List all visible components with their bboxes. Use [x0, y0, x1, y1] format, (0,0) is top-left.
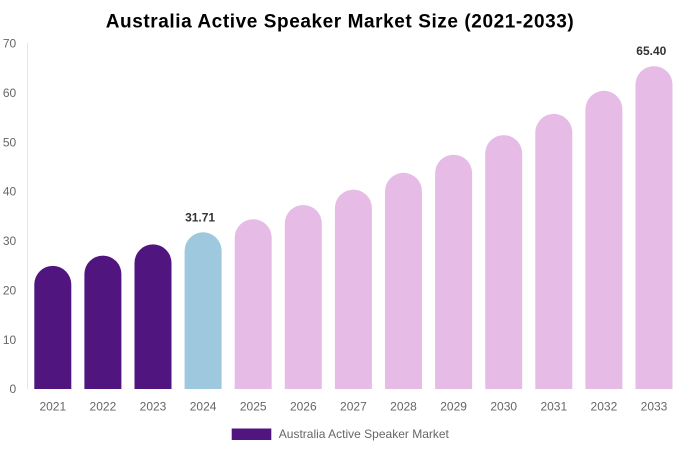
svg-text:2023: 2023 [140, 399, 167, 413]
svg-text:2025: 2025 [240, 399, 267, 413]
svg-text:2024: 2024 [190, 399, 217, 413]
svg-text:30: 30 [3, 234, 17, 248]
svg-text:65.40: 65.40 [636, 44, 666, 58]
svg-text:2029: 2029 [440, 399, 467, 413]
svg-text:2030: 2030 [490, 399, 517, 413]
svg-text:2031: 2031 [540, 399, 567, 413]
svg-text:70: 70 [3, 37, 17, 51]
svg-text:2026: 2026 [290, 399, 317, 413]
svg-text:20: 20 [3, 283, 17, 297]
svg-text:Australia Active Speaker Marke: Australia Active Speaker Market Size (20… [106, 11, 575, 32]
svg-text:50: 50 [3, 135, 17, 149]
svg-text:Australia Active Speaker Marke: Australia Active Speaker Market [279, 427, 450, 441]
svg-text:2022: 2022 [90, 399, 117, 413]
svg-text:2032: 2032 [591, 399, 618, 413]
svg-text:10: 10 [3, 333, 17, 347]
svg-text:2027: 2027 [340, 399, 367, 413]
svg-text:2028: 2028 [390, 399, 417, 413]
svg-text:60: 60 [3, 86, 17, 100]
svg-text:40: 40 [3, 185, 17, 199]
svg-text:31.71: 31.71 [185, 210, 215, 224]
svg-text:2021: 2021 [39, 399, 66, 413]
svg-text:2033: 2033 [641, 399, 668, 413]
svg-text:0: 0 [10, 382, 17, 396]
